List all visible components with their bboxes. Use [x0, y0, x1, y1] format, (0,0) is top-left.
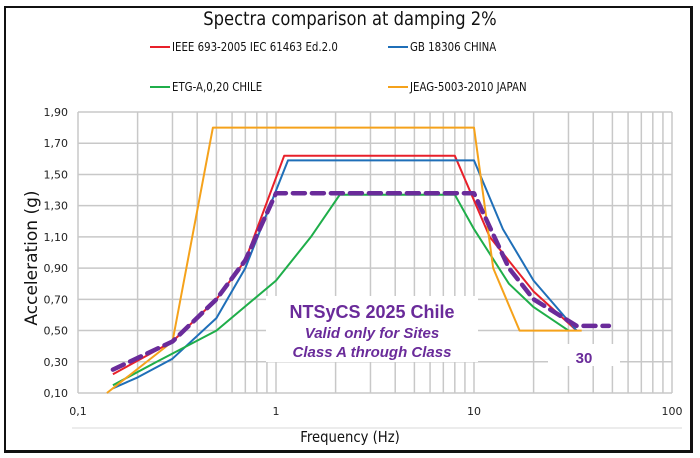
- x-tick-label: 10: [467, 405, 481, 418]
- y-tick-label: 1,50: [44, 168, 69, 181]
- legend-label: ETG-A,0,20 CHILE: [172, 80, 263, 94]
- legend-item-ieee: IEEE 693-2005 IEC 61463 Ed.2.0: [150, 40, 367, 54]
- legend-item-gb: GB 18306 CHINA: [388, 40, 511, 54]
- y-tick-label: 0,90: [44, 262, 69, 275]
- y-tick-label: 0,70: [44, 293, 69, 306]
- y-tick-label: 1,30: [44, 200, 69, 213]
- legend-swatch: [150, 46, 170, 48]
- legend-swatch: [150, 86, 170, 88]
- legend-swatch: [388, 46, 408, 48]
- x-tick-label: 0,1: [69, 405, 87, 418]
- y-tick-label: 0,50: [44, 325, 69, 338]
- x-tick-label: 1: [273, 405, 280, 418]
- annotation-line-2: Valid only for Sites: [304, 325, 440, 342]
- legend-label: JEAG-5003-2010 JAPAN: [410, 80, 527, 94]
- y-tick-label: 1,10: [44, 231, 69, 244]
- series-line-4: [110, 190, 612, 372]
- annotation-line-3: Class A through Class: [292, 344, 452, 361]
- chart-title: Spectra comparison at damping 2%: [203, 8, 497, 30]
- ntsycs-annotation: NTSyCS 2025 Chile Valid only for Sites C…: [266, 296, 478, 362]
- legend-label: IEEE 693-2005 IEC 61463 Ed.2.0: [172, 40, 338, 54]
- y-tick-label: 1,70: [44, 137, 69, 150]
- legend-label: GB 18306 CHINA: [410, 40, 497, 54]
- x-tick-label: 100: [662, 405, 683, 418]
- chart-frame: [4, 6, 693, 453]
- y-tick-label: 0,30: [44, 356, 69, 369]
- legend-item-etg: ETG-A,0,20 CHILE: [150, 80, 278, 94]
- y-tick-label: 0,10: [44, 387, 69, 400]
- y-tick-label: 1,90: [44, 106, 69, 119]
- x-axis-label: Frequency (Hz): [300, 428, 400, 446]
- legend-item-jeag: JEAG-5003-2010 JAPAN: [388, 80, 547, 94]
- legend-swatch: [388, 86, 408, 88]
- annotation-line-1: NTSyCS 2025 Chile: [289, 302, 455, 322]
- annotation-right-label: 30: [548, 344, 620, 366]
